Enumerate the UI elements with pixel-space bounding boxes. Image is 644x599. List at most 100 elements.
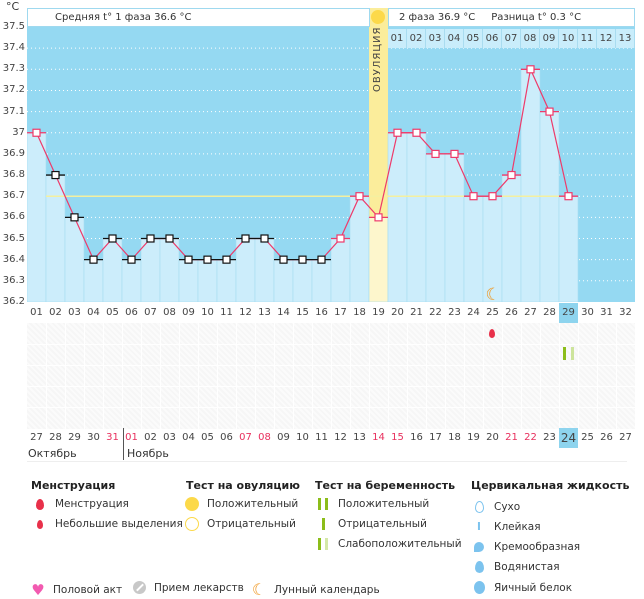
day-cell[interactable]: 01 <box>125 432 138 443</box>
temperature-point <box>260 234 269 243</box>
day-cell[interactable]: 13 <box>258 307 271 318</box>
day-cell[interactable]: 09 <box>182 307 195 318</box>
day-cell[interactable]: 22 <box>429 307 442 318</box>
day-cell[interactable]: 27 <box>524 307 537 318</box>
day-cell[interactable]: 01 <box>388 29 407 48</box>
day-cell[interactable]: 14 <box>277 307 290 318</box>
day-cell[interactable]: 26 <box>600 432 613 443</box>
day-cell[interactable]: 25 <box>581 432 594 443</box>
day-cell[interactable]: 04 <box>182 432 195 443</box>
day-cell[interactable]: 25 <box>486 307 499 318</box>
day-cell[interactable]: 07 <box>239 432 252 443</box>
day-cell[interactable]: 05 <box>201 432 214 443</box>
day-cell[interactable]: 12 <box>334 432 347 443</box>
day-cell[interactable]: 16 <box>410 432 423 443</box>
day-cell[interactable]: 15 <box>296 307 309 318</box>
day-cell[interactable]: 07 <box>144 307 157 318</box>
day-cell[interactable]: 28 <box>49 432 62 443</box>
day-cell[interactable]: 02 <box>407 29 426 48</box>
day-cell[interactable]: 16 <box>315 307 328 318</box>
day-cell[interactable]: 27 <box>619 432 632 443</box>
day-cell[interactable]: 24 <box>467 307 480 318</box>
temperature-bar <box>425 153 446 302</box>
divider <box>27 461 627 462</box>
day-cell[interactable]: 03 <box>426 29 445 48</box>
day-cell[interactable]: 28 <box>543 307 556 318</box>
day-cell[interactable]: 05 <box>106 307 119 318</box>
day-cell[interactable]: 24 <box>559 428 578 448</box>
day-cell[interactable]: 30 <box>87 432 100 443</box>
temperature-point <box>203 255 212 264</box>
day-cell[interactable]: 31 <box>106 432 119 443</box>
day-cell[interactable]: 09 <box>277 432 290 443</box>
day-cell[interactable]: 29 <box>68 432 81 443</box>
day-cell[interactable]: 21 <box>410 307 423 318</box>
day-cell[interactable]: 08 <box>163 307 176 318</box>
temperature-bar <box>254 238 275 302</box>
legend-label: Половой акт <box>53 584 123 596</box>
day-cell[interactable]: 01 <box>30 307 43 318</box>
day-cell[interactable]: 30 <box>581 307 594 318</box>
day-cell[interactable]: 19 <box>467 432 480 443</box>
legend-label: Прием лекарств <box>154 581 244 594</box>
day-cell[interactable]: 07 <box>502 29 521 48</box>
day-cell[interactable]: 20 <box>391 307 404 318</box>
day-cell[interactable]: 32 <box>619 307 632 318</box>
day-cell[interactable]: 08 <box>258 432 271 443</box>
day-cell[interactable]: 10 <box>201 307 214 318</box>
day-cell[interactable]: 04 <box>445 29 464 48</box>
day-cell[interactable]: 03 <box>163 432 176 443</box>
day-cell[interactable]: 15 <box>391 432 404 443</box>
day-cell[interactable]: 06 <box>483 29 502 48</box>
day-cell[interactable]: 27 <box>30 432 43 443</box>
temperature-bar <box>27 132 47 302</box>
day-cell[interactable]: 31 <box>600 307 613 318</box>
day-cell[interactable]: 21 <box>505 432 518 443</box>
temperature-bar <box>102 238 123 302</box>
day-cell[interactable]: 11 <box>220 307 233 318</box>
day-cell[interactable]: 05 <box>464 29 483 48</box>
ovulation-sun-icon <box>371 10 385 24</box>
temperature-point <box>70 213 79 222</box>
y-tick-label: 37.3 <box>2 63 25 75</box>
day-cell[interactable]: 11 <box>578 29 597 48</box>
temperature-point <box>32 128 41 137</box>
day-cell[interactable]: 03 <box>68 307 81 318</box>
day-cell[interactable]: 02 <box>49 307 62 318</box>
month-november: Ноябрь <box>127 447 169 460</box>
day-cell[interactable]: 06 <box>125 307 138 318</box>
day-cell[interactable]: 20 <box>486 432 499 443</box>
day-cell[interactable]: 26 <box>505 307 518 318</box>
day-cell[interactable]: 10 <box>559 29 578 48</box>
day-cell[interactable]: 12 <box>597 29 616 48</box>
day-cell[interactable]: 23 <box>543 432 556 443</box>
day-cell[interactable]: 23 <box>448 307 461 318</box>
day-cell[interactable]: 14 <box>372 432 385 443</box>
day-cell[interactable]: 18 <box>448 432 461 443</box>
grid-line <box>464 323 465 429</box>
legend-label: Слабоположительный <box>338 538 462 550</box>
y-tick-label: 36.5 <box>2 232 25 244</box>
legend-cervical-item: Водянистая <box>472 561 560 573</box>
day-cell[interactable]: 12 <box>239 307 252 318</box>
day-cell[interactable]: 19 <box>372 307 385 318</box>
day-cell[interactable]: 13 <box>353 432 366 443</box>
day-cell[interactable]: 22 <box>524 432 537 443</box>
day-cell[interactable]: 09 <box>540 29 559 48</box>
day-cell[interactable]: 18 <box>353 307 366 318</box>
grid-line <box>236 323 237 429</box>
day-cell[interactable]: 06 <box>220 432 233 443</box>
day-cell[interactable]: 17 <box>334 307 347 318</box>
day-cell[interactable]: 04 <box>87 307 100 318</box>
day-cell[interactable]: 17 <box>429 432 442 443</box>
legend-pregnancy-positive: Положительный <box>316 498 429 510</box>
day-cell[interactable]: 11 <box>315 432 328 443</box>
legend-ovulation-positive: Положительный <box>185 497 298 511</box>
day-cell[interactable]: 13 <box>616 29 635 48</box>
unit-label: °C <box>6 0 20 13</box>
temperature-bar <box>45 174 66 302</box>
day-cell[interactable]: 29 <box>559 303 578 323</box>
day-cell[interactable]: 08 <box>521 29 540 48</box>
day-cell[interactable]: 02 <box>144 432 157 443</box>
day-cell[interactable]: 10 <box>296 432 309 443</box>
